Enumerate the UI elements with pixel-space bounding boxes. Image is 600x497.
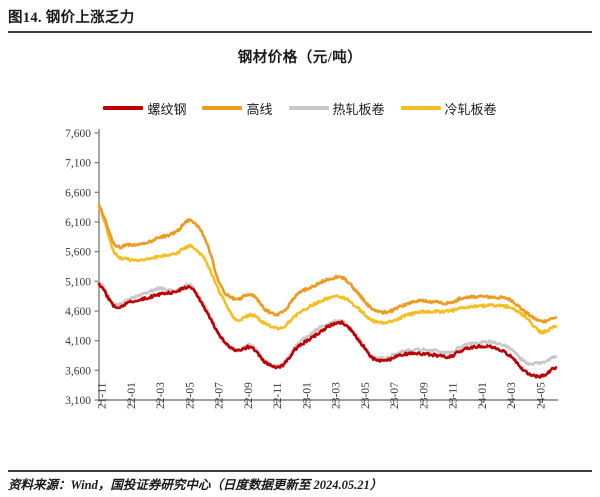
x-tick-marks — [100, 400, 541, 405]
figure-header: 图14. 钢价上涨乏力 — [8, 4, 592, 34]
svg-text:22-01: 22-01 — [126, 382, 138, 409]
svg-text:23-11: 23-11 — [448, 382, 460, 409]
svg-text:4,100: 4,100 — [65, 336, 91, 348]
chart-series-lines — [97, 203, 558, 379]
legend-label-rebar: 螺纹钢 — [147, 101, 187, 117]
legend-item-wirerod[interactable]: 高线 — [202, 99, 273, 118]
chart-axes — [98, 129, 558, 401]
legend-label-wirerod: 高线 — [246, 101, 273, 117]
y-tick-marks — [94, 132, 99, 401]
svg-text:24-03: 24-03 — [506, 382, 518, 409]
figure-caption: 图14. 钢价上涨乏力 — [8, 10, 135, 26]
svg-text:23-05: 23-05 — [360, 382, 372, 409]
svg-text:23-07: 23-07 — [389, 382, 401, 409]
svg-text:7,600: 7,600 — [65, 128, 91, 140]
svg-text:23-01: 23-01 — [301, 382, 313, 409]
legend-item-hrc[interactable]: 热轧板卷 — [288, 99, 385, 118]
svg-text:23-09: 23-09 — [418, 382, 430, 409]
svg-text:5,100: 5,100 — [65, 276, 91, 288]
legend-swatch-hrc — [288, 106, 329, 110]
series-line-3 — [97, 205, 558, 335]
svg-text:3,100: 3,100 — [65, 395, 91, 407]
legend-swatch-wirerod — [202, 106, 243, 110]
x-axis-labels: 21-11 22-01 22-03 22-05 22-07 22-09 22-11 23-01… — [97, 382, 548, 409]
svg-text:23-03: 23-03 — [331, 382, 343, 409]
svg-text:22-09: 22-09 — [243, 382, 255, 409]
series-line-0 — [97, 282, 558, 379]
svg-text:24-01: 24-01 — [477, 382, 489, 409]
svg-text:22-07: 22-07 — [214, 382, 226, 409]
svg-text:24-05: 24-05 — [536, 382, 548, 409]
svg-text:21-11: 21-11 — [97, 382, 109, 409]
series-line-2 — [97, 281, 558, 369]
legend-item-crc[interactable]: 冷轧板卷 — [400, 99, 497, 118]
legend-label-crc: 冷轧板卷 — [444, 101, 497, 117]
y-axis-labels: 7,600 7,100 6,600 6,100 5,600 5,100 4,600 4,100… — [65, 128, 91, 407]
svg-text:7,100: 7,100 — [65, 158, 91, 170]
svg-text:4,600: 4,600 — [65, 306, 91, 318]
series-line-1 — [97, 203, 558, 324]
svg-text:6,100: 6,100 — [65, 217, 91, 229]
chart-title: 钢材价格（元/吨） — [237, 50, 363, 66]
chart-legend: 螺纹钢 高线 热轧板卷 冷轧板卷 — [0, 98, 600, 118]
svg-text:22-11: 22-11 — [272, 382, 284, 409]
source-note: 资料来源：Wind，国投证券研究中心（日度数据更新至 2024.05.21） — [8, 478, 383, 492]
svg-text:22-05: 22-05 — [184, 382, 196, 409]
svg-text:5,600: 5,600 — [65, 247, 91, 259]
svg-text:6,600: 6,600 — [65, 187, 91, 199]
legend-item-rebar[interactable]: 螺纹钢 — [103, 99, 186, 118]
svg-text:3,600: 3,600 — [65, 365, 91, 377]
legend-swatch-crc — [400, 106, 441, 110]
legend-swatch-rebar — [103, 106, 144, 110]
header-divider — [8, 31, 592, 33]
footer-divider — [8, 470, 592, 472]
svg-text:22-03: 22-03 — [155, 382, 167, 409]
legend-label-hrc: 热轧板卷 — [332, 101, 385, 117]
